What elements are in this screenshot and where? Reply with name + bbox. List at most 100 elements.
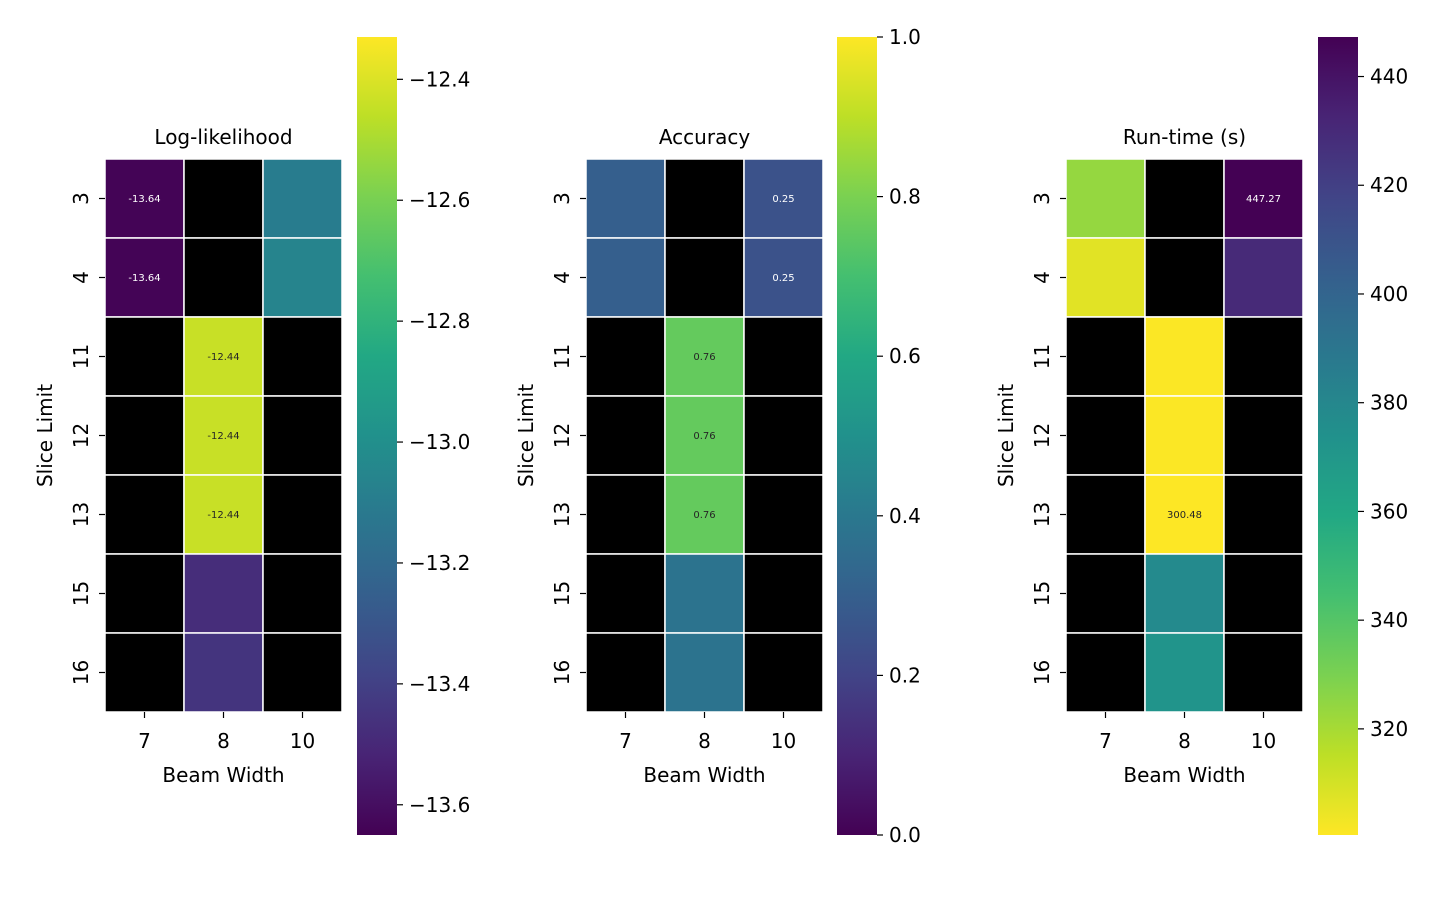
heatmap-cell — [585, 395, 666, 476]
cell-value-label: -13.64 — [128, 194, 160, 205]
cell-value-label: 0.76 — [693, 352, 715, 363]
cell-value-label: 0.25 — [772, 194, 794, 205]
colorbar-tick-label: 0.2 — [889, 663, 921, 687]
y-tick-label: 12 — [69, 423, 93, 448]
heatmap-cell — [743, 395, 824, 476]
colorbar-tick-label: 420 — [1370, 173, 1408, 197]
heatmap-cell — [1065, 474, 1146, 555]
y-tick-label: 13 — [69, 502, 93, 527]
x-axis-label: Beam Width — [162, 763, 284, 787]
heatmap-cell — [743, 158, 824, 239]
colorbar-tick-label: −12.4 — [409, 67, 470, 91]
cell-value-label: -12.44 — [207, 431, 239, 442]
heatmap-cell — [104, 632, 185, 713]
heatmap-cell — [262, 553, 343, 634]
cell-value-label: -13.64 — [128, 273, 160, 284]
colorbar-tick-label: 440 — [1370, 65, 1408, 89]
cell-value-label: 0.76 — [693, 510, 715, 521]
cell-value-label: -12.44 — [207, 510, 239, 521]
y-tick-label: 15 — [69, 581, 93, 606]
y-tick-label: 13 — [550, 502, 574, 527]
heatmap-cell — [262, 632, 343, 713]
heatmap-cell — [104, 316, 185, 397]
heatmap-cell — [1223, 395, 1304, 476]
y-tick-label: 4 — [69, 271, 93, 284]
colorbar-tick-label: 360 — [1370, 499, 1408, 523]
y-tick-label: 16 — [550, 660, 574, 685]
heatmap-cell — [664, 237, 745, 318]
y-tick-label: 11 — [1030, 344, 1054, 369]
heatmap-cell — [585, 632, 666, 713]
heatmap-cell — [1144, 395, 1225, 476]
heatmap-cell — [262, 316, 343, 397]
colorbar — [357, 37, 397, 835]
colorbar-tick-label: −13.4 — [409, 672, 470, 696]
heatmap-cell — [104, 395, 185, 476]
y-axis-label: Slice Limit — [994, 384, 1018, 487]
y-tick-label: 13 — [1030, 502, 1054, 527]
heatmap-cell — [183, 553, 264, 634]
x-tick-label: 8 — [1178, 729, 1191, 753]
heatmap-cell — [743, 316, 824, 397]
cell-value-label: -12.44 — [207, 352, 239, 363]
colorbar-tick-label: −12.8 — [409, 309, 470, 333]
y-tick-label: 4 — [1030, 271, 1054, 284]
heatmap-cell — [1065, 316, 1146, 397]
heatmap-cell — [664, 158, 745, 239]
heatmap-cell — [1065, 395, 1146, 476]
x-tick-label: 10 — [771, 729, 796, 753]
cell-value-label: 0.25 — [772, 273, 794, 284]
y-axis-label: Slice Limit — [514, 384, 538, 487]
heatmap-cell — [585, 553, 666, 634]
heatmap-cell — [262, 395, 343, 476]
heatmap-cell — [183, 632, 264, 713]
colorbar — [1318, 37, 1358, 835]
heatmap-cell — [1144, 158, 1225, 239]
y-tick-label: 3 — [550, 192, 574, 205]
colorbar-tick-label: 1.0 — [889, 25, 921, 49]
colorbar — [837, 37, 877, 835]
heatmap-cell — [104, 474, 185, 555]
y-tick-label: 16 — [69, 660, 93, 685]
colorbar-tick-label: 0.4 — [889, 504, 921, 528]
y-tick-label: 15 — [1030, 581, 1054, 606]
heatmap-cell — [664, 316, 745, 397]
heatmap-cell — [183, 237, 264, 318]
heatmap-cell — [183, 316, 264, 397]
y-tick-label: 11 — [69, 344, 93, 369]
heatmap-cell — [585, 237, 666, 318]
y-tick-label: 16 — [1030, 660, 1054, 685]
colorbar-tick-label: 340 — [1370, 608, 1408, 632]
heatmap-cell — [585, 474, 666, 555]
x-tick-label: 8 — [698, 729, 711, 753]
colorbar-tick-label: 400 — [1370, 282, 1408, 306]
heatmap-cell — [262, 237, 343, 318]
heatmap-cell — [743, 553, 824, 634]
y-tick-label: 12 — [1030, 423, 1054, 448]
colorbar-tick-label: 380 — [1370, 391, 1408, 415]
heatmap-cell — [104, 553, 185, 634]
heatmap-cell — [262, 158, 343, 239]
heatmap-cell — [1223, 632, 1304, 713]
heatmap-cell — [1144, 553, 1225, 634]
y-tick-label: 15 — [550, 581, 574, 606]
x-tick-label: 7 — [619, 729, 632, 753]
heatmap-cell — [1065, 632, 1146, 713]
x-tick-label: 7 — [138, 729, 151, 753]
heatmap-cell — [1065, 158, 1146, 239]
heatmap-cell — [664, 632, 745, 713]
colorbar-tick-label: 0.0 — [889, 823, 921, 847]
heatmap-cell — [1144, 632, 1225, 713]
heatmap-cell — [743, 632, 824, 713]
x-tick-label: 8 — [217, 729, 230, 753]
heatmap-cell — [1223, 474, 1304, 555]
colorbar-tick-label: 320 — [1370, 717, 1408, 741]
y-tick-label: 3 — [1030, 192, 1054, 205]
heatmap-cell — [1223, 237, 1304, 318]
panel-title: Run-time (s) — [1123, 125, 1246, 149]
cell-value-label: 447.27 — [1246, 194, 1281, 205]
heatmap-panel-3: Run-time (s) 447.27 300.48 3 4 11 12 13 15 16 7 8 10… — [994, 37, 1408, 835]
heatmap-panel-2: Accuracy 0.25 0.25 0.76 0.76 0.76 3 4 11 12 13 15 16… — [514, 25, 921, 847]
x-axis-label: Beam Width — [1123, 763, 1245, 787]
heatmap-cell — [585, 316, 666, 397]
